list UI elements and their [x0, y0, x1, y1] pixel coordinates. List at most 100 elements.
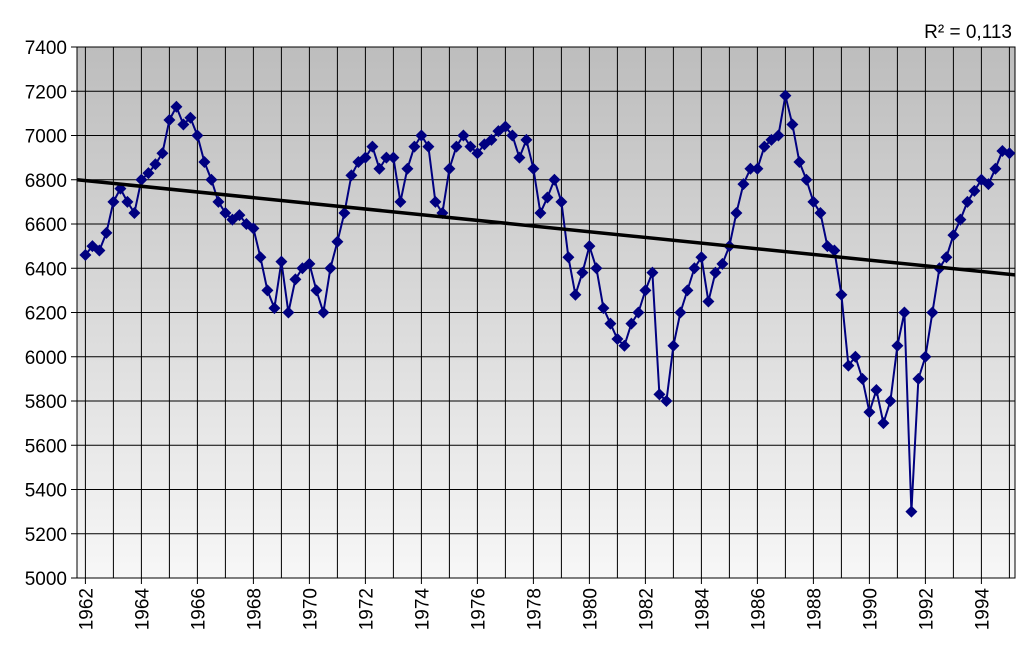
y-tick-label: 6400 [25, 259, 67, 280]
data-point [198, 156, 211, 169]
data-point [415, 129, 428, 142]
data-point [982, 178, 995, 191]
data-point [940, 251, 953, 264]
data-point [807, 195, 820, 208]
data-point [443, 162, 456, 175]
data-point [954, 213, 967, 226]
x-tick-label: 1964 [132, 588, 153, 631]
data-point [212, 195, 225, 208]
data-point [968, 184, 981, 197]
x-tick-label: 1962 [76, 588, 97, 630]
data-point [919, 350, 932, 363]
x-tick-label: 1976 [468, 588, 489, 630]
data-point [520, 133, 533, 146]
data-point [100, 226, 113, 239]
data-point [674, 306, 687, 319]
data-point [338, 206, 351, 219]
data-point [590, 262, 603, 275]
data-point [457, 129, 470, 142]
data-point [898, 306, 911, 319]
data-point [408, 140, 421, 153]
x-tick-label: 1990 [860, 588, 881, 630]
data-point [310, 284, 323, 297]
y-tick-label: 6000 [25, 348, 67, 369]
data-point [79, 248, 92, 261]
x-tick-label: 1970 [300, 588, 321, 630]
data-point [121, 195, 134, 208]
x-tick-label: 1972 [356, 588, 377, 630]
data-point [961, 195, 974, 208]
data-point [905, 505, 918, 518]
data-point [506, 129, 519, 142]
data-point [429, 195, 442, 208]
data-point [632, 306, 645, 319]
data-point [268, 302, 281, 315]
data-point [254, 251, 267, 264]
y-tick-label: 7200 [25, 82, 67, 103]
data-point [513, 151, 526, 164]
r-squared: R² = 0,113 [924, 22, 1012, 43]
data-point [842, 359, 855, 372]
y-tick-label: 6800 [25, 171, 67, 192]
data-point [317, 306, 330, 319]
data-point [604, 317, 617, 330]
data-point [597, 302, 610, 315]
x-tick-label: 1980 [580, 588, 601, 630]
data-point [450, 140, 463, 153]
data-point [184, 111, 197, 124]
data-point [541, 191, 554, 204]
data-point [107, 195, 120, 208]
data-point [93, 244, 106, 257]
data-point [681, 284, 694, 297]
data-point [856, 372, 869, 385]
data-point [233, 209, 246, 222]
data-point [828, 244, 841, 257]
data-point [366, 140, 379, 153]
data-point [359, 151, 372, 164]
data-point [730, 206, 743, 219]
y-tick-label: 7000 [25, 127, 67, 148]
data-point [793, 156, 806, 169]
data-point [261, 284, 274, 297]
data-point [282, 306, 295, 319]
data-point [331, 235, 344, 248]
x-tick-label: 1988 [804, 588, 825, 630]
y-tick-label: 6200 [25, 304, 67, 325]
data-point [877, 417, 890, 430]
data-point [324, 262, 337, 275]
data-point [394, 195, 407, 208]
x-tick-label: 1982 [636, 588, 657, 630]
data-point [688, 262, 701, 275]
y-tick-label: 5000 [25, 569, 67, 590]
data-point [464, 140, 477, 153]
data-point [149, 158, 162, 171]
x-tick-label: 1974 [412, 588, 433, 631]
data-point [289, 273, 302, 286]
data-point [716, 257, 729, 270]
data-point [387, 151, 400, 164]
x-tick-label: 1984 [692, 588, 713, 631]
data-point [870, 383, 883, 396]
data-point [618, 339, 631, 352]
data-point [709, 266, 722, 279]
data-point [562, 251, 575, 264]
data-point [779, 89, 792, 102]
y-tick-label: 5800 [25, 392, 67, 413]
x-tick-label: 1994 [972, 588, 993, 631]
data-point [247, 222, 260, 235]
data-point [401, 162, 414, 175]
data-point [219, 206, 232, 219]
data-point [989, 162, 1002, 175]
x-tick-label: 1966 [188, 588, 209, 630]
data-point [744, 162, 757, 175]
data-point [527, 162, 540, 175]
data-point [373, 162, 386, 175]
data-point [345, 169, 358, 182]
data-point [625, 317, 638, 330]
y-tick-label: 6600 [25, 215, 67, 236]
data-point [758, 140, 771, 153]
trendline [76, 178, 1016, 277]
data-point [534, 206, 547, 219]
data-point [849, 350, 862, 363]
